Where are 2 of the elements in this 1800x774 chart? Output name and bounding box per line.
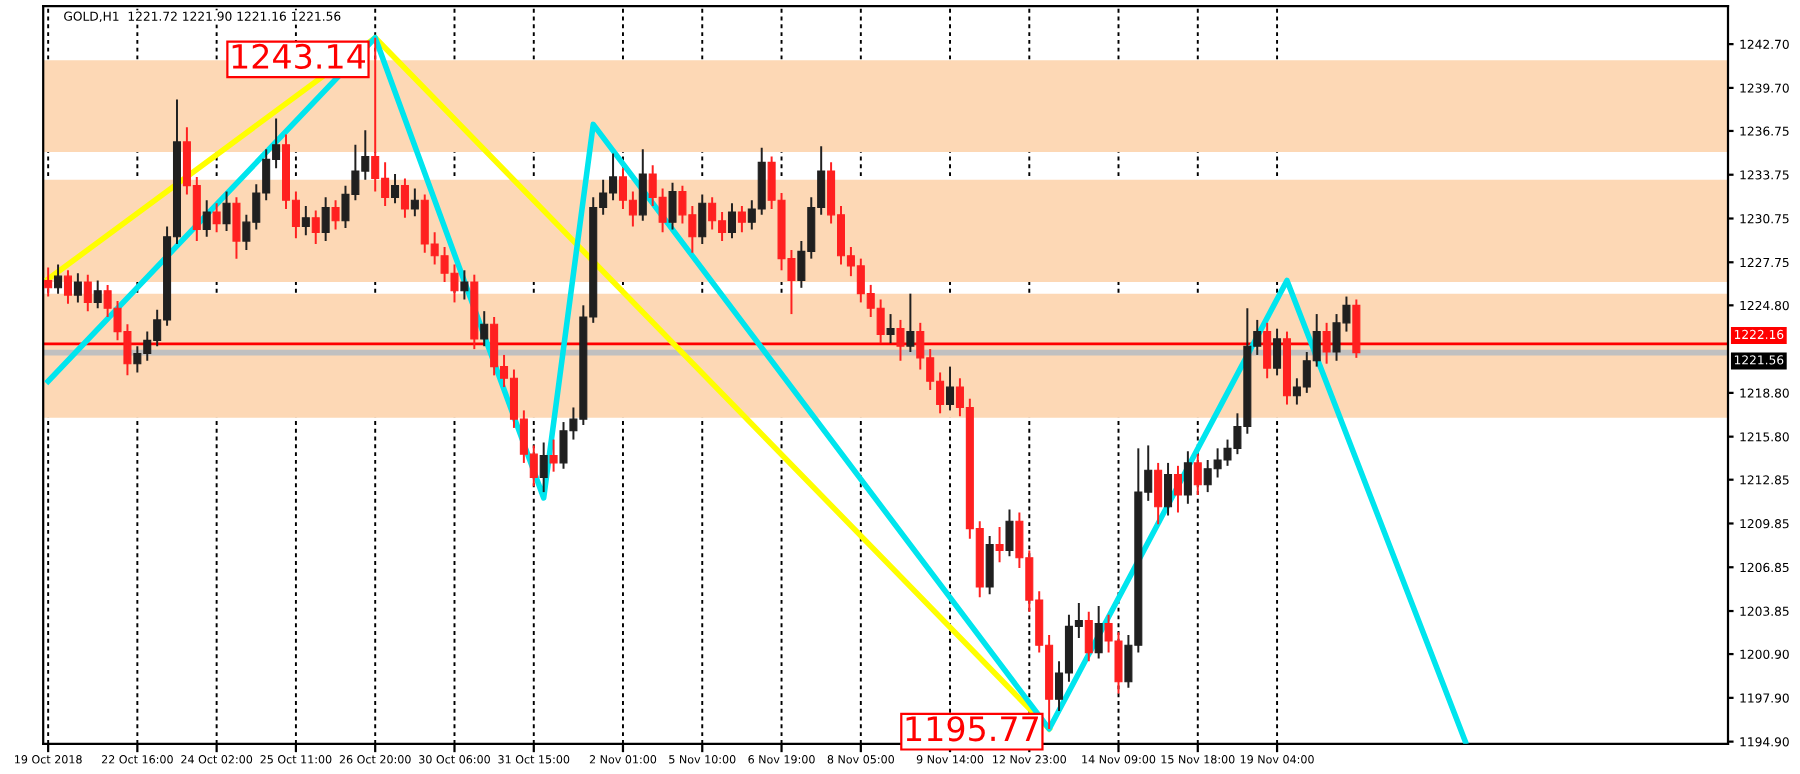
annotation: 1243.14 xyxy=(232,43,365,70)
annotation: 1195.77 xyxy=(906,716,1038,742)
